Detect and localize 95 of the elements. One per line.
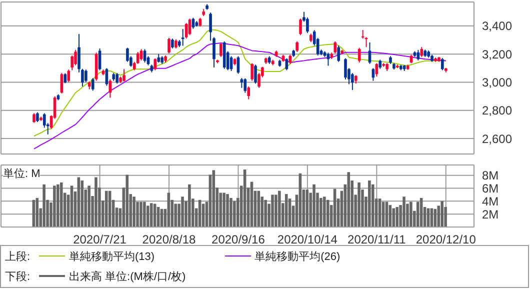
bar xyxy=(104,190,108,227)
bar xyxy=(347,172,350,227)
bar xyxy=(396,206,398,227)
candlestick xyxy=(122,68,126,82)
candlestick xyxy=(220,42,222,58)
legend-label: 単純移動平均(13) xyxy=(69,250,155,264)
candlestick xyxy=(60,72,64,94)
bar xyxy=(312,184,316,227)
bar xyxy=(60,182,63,227)
x-tick-label: 2020/7/21 xyxy=(73,232,127,247)
bar xyxy=(233,201,236,227)
bar xyxy=(80,180,84,227)
candlestick xyxy=(126,47,129,62)
y-tick-label: 3,200 xyxy=(482,47,512,62)
bar xyxy=(174,204,177,227)
bar xyxy=(440,201,444,227)
candlestick xyxy=(378,59,382,70)
candlestick xyxy=(184,22,188,40)
candlestick xyxy=(32,112,36,124)
candlestick xyxy=(344,58,347,80)
bar xyxy=(323,196,326,227)
candlestick xyxy=(358,47,361,64)
candlestick xyxy=(420,46,424,58)
y-tick-label: 2,800 xyxy=(482,104,512,118)
x-tick-label: 2020/8/18 xyxy=(142,232,196,247)
legend-title: 上段: xyxy=(5,250,32,264)
candlestick xyxy=(116,72,118,84)
bar xyxy=(226,194,229,227)
x-tick-label: 2020/9/16 xyxy=(212,232,266,247)
candlestick xyxy=(337,45,340,62)
candlestick xyxy=(250,62,254,82)
bar xyxy=(416,202,420,227)
bar xyxy=(56,184,60,227)
bar xyxy=(132,196,136,227)
bar xyxy=(126,174,129,227)
bar xyxy=(274,194,278,227)
bar xyxy=(271,194,274,227)
y-axis-title: 単位: M xyxy=(3,166,40,181)
bar xyxy=(94,177,98,227)
bar xyxy=(146,206,150,227)
bar xyxy=(326,200,330,227)
candlestick xyxy=(247,86,250,100)
bar xyxy=(53,186,56,227)
bar xyxy=(371,184,374,227)
candlestick xyxy=(368,42,372,64)
bar xyxy=(140,202,142,227)
x-tick-label: 2020/11/11 xyxy=(348,232,406,247)
candlestick xyxy=(254,64,257,84)
bar xyxy=(230,198,232,227)
candlestick xyxy=(299,18,302,36)
bar xyxy=(402,196,406,227)
candlestick xyxy=(64,72,67,84)
candlestick xyxy=(36,112,39,123)
bar xyxy=(392,208,396,227)
y-tick-label: 4M xyxy=(482,194,499,208)
candlestick xyxy=(181,28,184,46)
bar xyxy=(188,184,191,227)
y-tick-label: 2M xyxy=(482,207,499,222)
candlestick xyxy=(188,18,192,36)
candlestick xyxy=(98,48,102,71)
y-tick-label: 6M xyxy=(482,182,499,196)
bar xyxy=(181,196,184,227)
bar xyxy=(410,202,412,227)
candlestick xyxy=(441,58,444,71)
y-tick-label: 2,600 xyxy=(482,132,512,146)
bar xyxy=(42,184,46,227)
x-tick-label: 2020/12/10 xyxy=(416,232,476,247)
candlestick xyxy=(296,40,298,52)
y-tick-label: 3,000 xyxy=(482,75,512,90)
candlestick xyxy=(171,38,174,49)
legend-label: 出来高 単位:(M株/口/枚) xyxy=(69,270,186,284)
candlestick xyxy=(174,38,178,49)
candlestick xyxy=(244,78,247,94)
legend-label: 単純移動平均(26) xyxy=(254,250,340,264)
bar xyxy=(306,190,309,227)
candlestick xyxy=(334,40,337,54)
candlestick xyxy=(168,37,170,54)
candlestick xyxy=(288,54,292,64)
bar xyxy=(278,190,281,227)
bar xyxy=(222,192,226,227)
candlestick xyxy=(67,69,70,83)
bar xyxy=(143,202,146,227)
x-tick-label: 2020/10/14 xyxy=(277,232,338,247)
candlestick xyxy=(84,69,88,83)
bar xyxy=(36,198,39,227)
candlestick xyxy=(91,78,94,92)
bar xyxy=(368,180,371,227)
bar xyxy=(88,186,90,227)
y-tick-label: 3,400 xyxy=(482,19,512,34)
bar xyxy=(264,200,267,227)
bar xyxy=(150,203,153,227)
bar xyxy=(358,182,360,227)
legend-title: 下段: xyxy=(5,270,32,284)
candlestick xyxy=(143,48,146,64)
y-tick-label: 8M xyxy=(482,168,499,183)
